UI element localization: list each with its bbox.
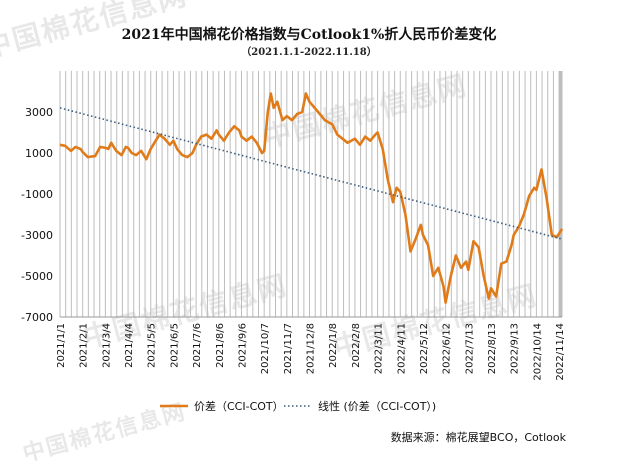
series-line-linear-trend — [59, 107, 563, 240]
x-tick-label: 2022/7/13 — [464, 323, 475, 374]
chart-title: 2021年中国棉花价格指数与Cotlook1%折人民币价差变化 — [121, 27, 497, 43]
x-tick-label: 2022/8/13 — [487, 323, 498, 374]
x-tick-label: 2021/7/6 — [192, 323, 203, 368]
x-tick-label: 2022/10/14 — [532, 323, 543, 381]
x-tick-label: 2022/5/12 — [419, 323, 430, 374]
x-tick-label: 2022/6/12 — [442, 323, 453, 374]
legend: 价差（CCI-COT） 线性 (价差（CCI-COT）) — [160, 399, 436, 413]
y-tick-label: -5000 — [21, 270, 53, 283]
vertical-gridlines — [59, 71, 563, 318]
chart-subtitle: （2021.1.1-2022.11.18） — [241, 47, 377, 58]
data-source: 数据来源：棉花展望BCO，Cotlook — [390, 431, 566, 444]
y-tick-label: -3000 — [21, 229, 53, 242]
series-line-price-spread — [59, 92, 564, 304]
x-axis: 2021/1/1 2021/2/1 2021/3/4 2021/4/4 2021/5/5… — [56, 323, 566, 381]
x-tick-label: 2022/2/8 — [351, 323, 362, 368]
x-tick-label: 2022/3/11 — [374, 323, 385, 374]
y-tick-label: -1000 — [21, 188, 53, 201]
x-tick-label: 2022/4/11 — [396, 323, 407, 374]
x-tick-label: 2021/6/5 — [169, 323, 180, 368]
legend-label: 线性 (价差（CCI-COT）) — [318, 399, 436, 413]
y-axis: 3000 1000 -1000 -3000 -5000 -7000 — [21, 106, 53, 324]
legend-label: 价差（CCI-COT） — [194, 399, 284, 413]
series-group — [59, 92, 564, 304]
x-tick-label: 2022/9/13 — [510, 323, 521, 374]
x-tick-label: 2021/8/6 — [215, 323, 226, 368]
x-tick-label: 2021/12/8 — [306, 323, 317, 374]
x-tick-label: 2021/4/4 — [124, 323, 135, 368]
x-tick-label: 2021/5/5 — [147, 323, 158, 368]
y-tick-label: 3000 — [25, 106, 53, 119]
x-tick-label: 2021/1/1 — [56, 323, 67, 368]
x-tick-label: 2021/3/4 — [101, 323, 112, 368]
x-tick-label: 2021/2/1 — [79, 323, 90, 368]
x-tick-label: 2021/11/7 — [283, 323, 294, 374]
x-tick-label: 2021/10/7 — [260, 323, 271, 374]
y-tick-label: -7000 — [21, 311, 53, 324]
x-tick-label: 2022/1/8 — [328, 323, 339, 368]
x-tick-label: 2021/9/6 — [237, 323, 248, 368]
x-tick-label: 2022/11/14 — [555, 323, 566, 381]
y-tick-label: 1000 — [25, 147, 53, 160]
